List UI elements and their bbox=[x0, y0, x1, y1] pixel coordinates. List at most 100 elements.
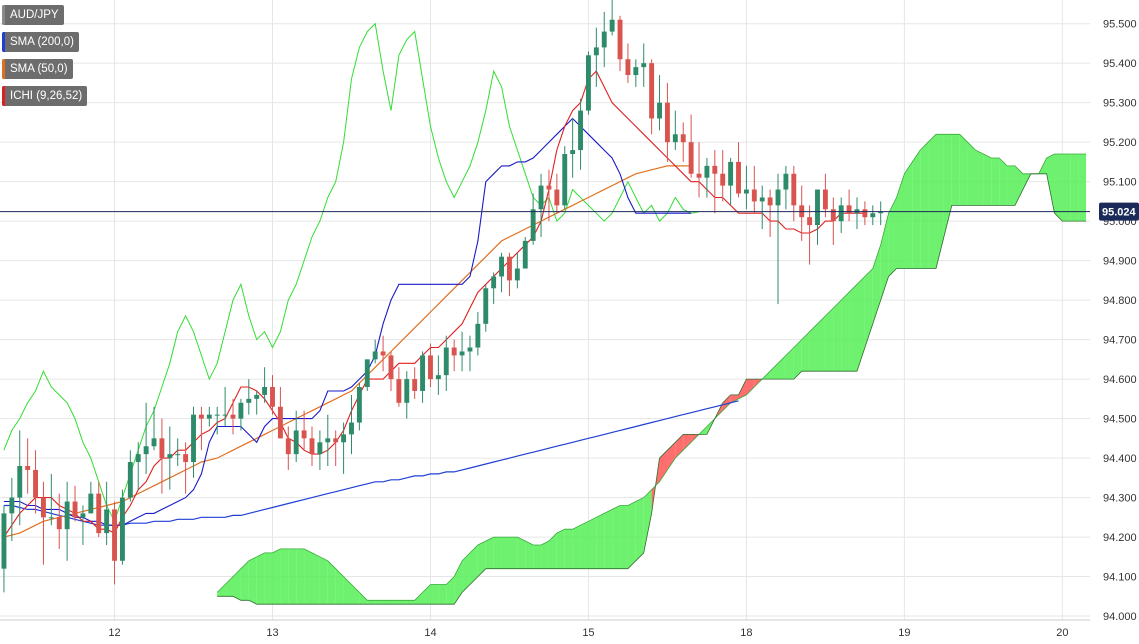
candle-body bbox=[862, 209, 868, 218]
candle-body bbox=[838, 205, 844, 222]
candle bbox=[759, 185, 765, 230]
candle-body bbox=[712, 165, 718, 174]
candle bbox=[649, 59, 655, 135]
legend-sma200[interactable]: SMA (200,0) bbox=[2, 32, 79, 52]
cloud-segment-bullish bbox=[959, 134, 968, 206]
candle-body bbox=[388, 355, 394, 380]
cloud-segment-bullish bbox=[785, 347, 794, 380]
x-tick-label: 19 bbox=[898, 627, 910, 639]
candle bbox=[507, 252, 512, 297]
candle-body bbox=[680, 134, 686, 143]
candle-body bbox=[601, 31, 607, 48]
candle-body bbox=[696, 173, 702, 178]
y-tick-label: 95.100 bbox=[1103, 177, 1137, 189]
cloud-segment-bullish bbox=[596, 513, 605, 569]
candle-body bbox=[285, 438, 291, 455]
cloud-segment-bullish bbox=[477, 541, 486, 577]
candle bbox=[712, 150, 718, 214]
cloud-segment-bullish bbox=[351, 584, 360, 605]
candle bbox=[585, 51, 591, 115]
legend-sma50[interactable]: SMA (50,0) bbox=[2, 59, 73, 79]
cloud-segment-bullish bbox=[556, 529, 565, 569]
candle bbox=[822, 173, 828, 218]
candle bbox=[1, 505, 7, 593]
candle bbox=[333, 430, 339, 466]
candle-body bbox=[404, 379, 410, 403]
candle-body bbox=[25, 465, 31, 470]
candle bbox=[214, 406, 220, 435]
candle bbox=[538, 173, 544, 237]
cloud-segment-bullish bbox=[469, 544, 478, 585]
cloud-segment-bullish bbox=[1007, 165, 1015, 206]
candle-body bbox=[751, 189, 757, 202]
candle bbox=[72, 485, 78, 522]
candle-body bbox=[364, 359, 370, 388]
candle bbox=[325, 414, 331, 466]
candle-body bbox=[143, 446, 149, 455]
cloud-segment-bullish bbox=[612, 505, 621, 569]
candle-body bbox=[238, 402, 244, 419]
candle bbox=[680, 122, 686, 162]
legend-sma200-swatch bbox=[2, 32, 5, 52]
candle-body bbox=[183, 454, 189, 463]
candle-body bbox=[570, 150, 576, 155]
cloud-segment-bullish bbox=[217, 584, 226, 597]
legend-ichimoku-swatch bbox=[2, 86, 5, 106]
cloud-segment-bullish bbox=[430, 584, 439, 605]
candle-body bbox=[649, 63, 655, 119]
candle-body bbox=[33, 469, 38, 498]
cloud-segment-bullish bbox=[809, 323, 818, 372]
cloud-segment-bullish bbox=[920, 142, 929, 269]
candle-body bbox=[412, 379, 418, 391]
y-tick-label: 95.300 bbox=[1103, 98, 1137, 110]
cloud-segment-bearish bbox=[746, 379, 755, 395]
candle-body bbox=[783, 173, 789, 190]
candle-body bbox=[514, 268, 520, 281]
cloud-segment-bullish bbox=[335, 568, 344, 605]
ichimoku-cloud bbox=[216, 133, 1087, 605]
legend-symbol[interactable]: AUD/JPY bbox=[2, 5, 64, 25]
cloud-segment-bullish bbox=[888, 197, 897, 277]
candle-body bbox=[64, 501, 70, 530]
cloud-segment-bearish bbox=[730, 394, 739, 403]
candle-body bbox=[246, 398, 252, 403]
candle bbox=[56, 493, 62, 549]
candle bbox=[112, 501, 117, 585]
candle bbox=[878, 201, 884, 226]
candle-body bbox=[301, 430, 307, 439]
cloud-segment-bullish bbox=[390, 600, 399, 605]
candle-body bbox=[349, 422, 354, 435]
legend-sma200-label: SMA (200,0) bbox=[10, 36, 74, 48]
cloud-segment-bullish bbox=[225, 576, 234, 597]
cloud-segment-bullish bbox=[485, 537, 494, 569]
cloud-segment-bearish bbox=[659, 450, 668, 482]
candle bbox=[728, 157, 734, 206]
cloud-segment-bullish bbox=[509, 537, 518, 569]
y-tick-label: 94.200 bbox=[1103, 532, 1137, 544]
candle bbox=[183, 442, 189, 494]
cloud-segment-bullish bbox=[501, 537, 510, 569]
candle bbox=[198, 406, 204, 451]
candle-body bbox=[104, 509, 110, 534]
x-axis: 12 13 14 15 18 19 20 bbox=[0, 619, 1090, 639]
cloud-segment-bullish bbox=[233, 568, 241, 601]
x-tick-label: 18 bbox=[740, 627, 752, 639]
cloud-segment-bullish bbox=[343, 576, 352, 605]
candle bbox=[593, 27, 599, 87]
candle-body bbox=[151, 438, 157, 447]
cloud-segment-bullish bbox=[517, 537, 526, 569]
cloud-segment-bullish bbox=[833, 300, 842, 372]
candle bbox=[293, 410, 299, 463]
candle bbox=[664, 82, 670, 162]
candle bbox=[167, 426, 173, 490]
candle bbox=[862, 201, 868, 226]
candle-body bbox=[633, 67, 639, 76]
cloud-segment-bearish bbox=[738, 379, 747, 399]
candle bbox=[317, 430, 323, 470]
tenkan-sen-line bbox=[3, 70, 865, 538]
candle-body bbox=[538, 185, 544, 210]
legend-ichimoku[interactable]: ICHI (9,26,52) bbox=[2, 86, 88, 106]
candle-body bbox=[593, 47, 599, 56]
candle-body bbox=[728, 161, 734, 186]
